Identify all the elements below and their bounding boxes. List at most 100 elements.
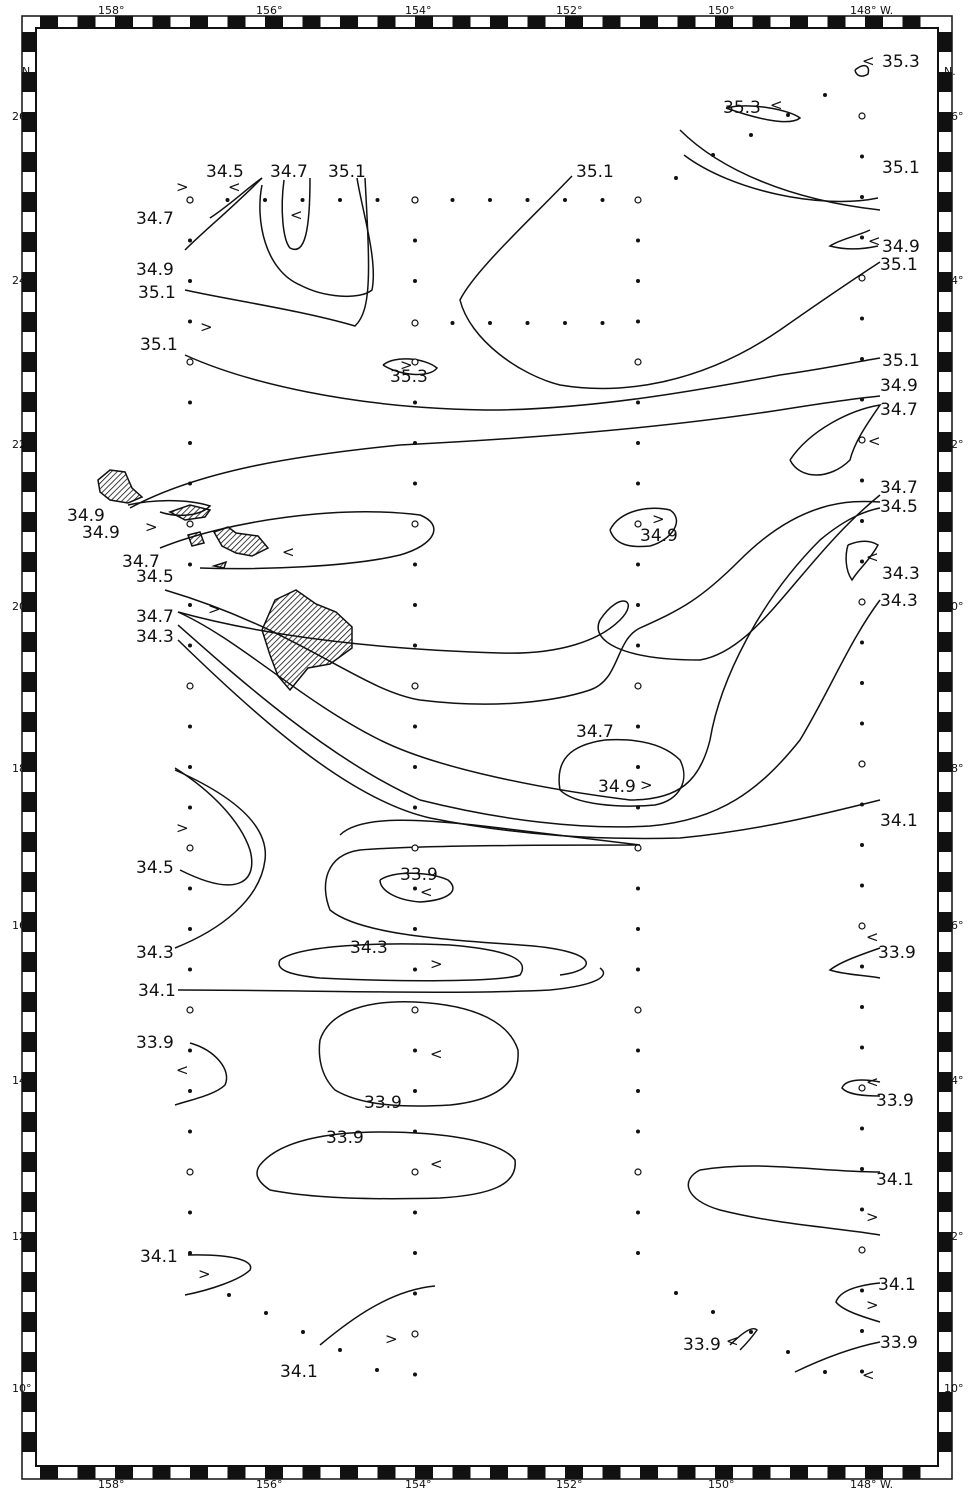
lat-tick-20-r: 20°: [944, 600, 964, 613]
gradient-symbol: <: [282, 543, 295, 561]
station-dot: [860, 397, 864, 402]
contour-label: 34.3: [136, 943, 174, 963]
station-dot: [413, 400, 417, 405]
contour-label: 35.1: [328, 162, 366, 182]
contour-label: 34.7: [880, 478, 918, 498]
frame-mark: [790, 1466, 808, 1479]
gradient-symbol: <: [176, 1061, 189, 1079]
station-dot: [525, 321, 530, 325]
contour-label: 34.1: [138, 981, 176, 1001]
station-dot: [188, 441, 192, 445]
contour-label: 34.1: [140, 1247, 178, 1267]
frame-mark: [938, 312, 952, 332]
lat-tick-12: 12°: [12, 1230, 32, 1243]
contour-label: 33.9: [136, 1033, 174, 1053]
frame-graduation-marks: [22, 16, 952, 1479]
frame-mark: [938, 1312, 952, 1332]
station-dot: [413, 441, 417, 445]
frame-mark: [938, 952, 952, 972]
station-open-circle: [186, 358, 194, 366]
frame-mark: [340, 16, 358, 28]
station-dot: [860, 843, 864, 847]
station-dot: [188, 927, 192, 931]
gradient-symbol: >: [208, 600, 221, 618]
contour-label: 34.3: [136, 627, 174, 647]
station-dot: [860, 1369, 864, 1374]
frame-mark: [602, 1466, 621, 1479]
contour-label: 35.1: [882, 351, 920, 371]
contour-label: 34.9: [67, 506, 105, 526]
frame-mark: [22, 512, 36, 532]
island-kauai: [97, 469, 144, 504]
station-dot: [413, 967, 417, 972]
station-dot: [413, 1291, 417, 1296]
station-dot: [413, 1210, 417, 1215]
frame-mark: [22, 1312, 36, 1332]
gradient-symbol: <: [862, 52, 875, 70]
frame-mark: [22, 312, 36, 332]
gradient-symbol: <: [290, 206, 303, 224]
station-open-circle: [411, 1006, 419, 1014]
station-dot: [301, 1330, 305, 1334]
lat-tick-16: 16°: [12, 919, 32, 932]
frame-mark: [302, 1466, 321, 1479]
station-dot: [413, 805, 417, 810]
frame-mark: [22, 472, 36, 492]
island-kahoolawe: [211, 560, 228, 569]
frame-mark: [22, 192, 36, 212]
station-open-circle: [186, 682, 194, 690]
contour-label: 33.9: [880, 1333, 918, 1353]
station-dot: [450, 321, 455, 325]
contour-label: 33.9: [876, 1091, 914, 1111]
station-dot: [860, 235, 864, 240]
frame-mark: [938, 752, 952, 772]
station-dot: [636, 765, 640, 769]
hawaiian-islands: [97, 469, 353, 692]
frame-mark: [902, 1466, 921, 1479]
contour-label: 34.7: [880, 400, 918, 420]
station-open-circle: [858, 598, 866, 606]
island-oahu: [168, 504, 212, 521]
station-open-circle: [858, 112, 866, 120]
frame-mark: [938, 72, 952, 92]
lat-tick-26-r: 26°: [944, 110, 964, 123]
frame-mark: [22, 32, 36, 52]
gradient-symbol: <: [228, 178, 241, 196]
frame-mark: [865, 1466, 883, 1479]
frame-mark: [22, 112, 36, 132]
station-dot: [600, 198, 605, 202]
lon-tick-150: 150°: [708, 4, 735, 17]
lat-tick-14-r: 14°: [944, 1074, 964, 1087]
lat-tick-18-r: 18°: [944, 762, 964, 775]
station-dot: [674, 1291, 678, 1295]
station-dot: [674, 176, 678, 180]
lon-tick-152: 152°: [556, 4, 583, 17]
gradient-symbol: <: [862, 1366, 875, 1384]
frame-mark: [265, 16, 283, 28]
frame-mark: [827, 16, 846, 28]
station-dot: [636, 400, 640, 405]
station-dot: [488, 321, 492, 325]
contour-label: 34.9: [880, 376, 918, 396]
frame-mark: [938, 712, 952, 732]
frame-mark: [938, 1272, 952, 1292]
station-dot: [636, 562, 640, 567]
bottom-longitude-axis: 158° 156° 154° 152° 150° 148° W.: [98, 1478, 893, 1491]
frame-mark: [527, 1466, 546, 1479]
gradient-symbol: >: [385, 1330, 398, 1348]
gradient-symbol: <: [866, 548, 879, 566]
station-dot: [600, 321, 605, 325]
frame-mark: [677, 1466, 696, 1479]
station-dot: [749, 1330, 753, 1334]
frame-mark: [22, 952, 36, 972]
lon-tick-156-b: 156°: [256, 1478, 283, 1491]
contour-label: 35.3: [390, 367, 428, 387]
contour-label: 34.3: [880, 591, 918, 611]
station-dot: [188, 319, 192, 324]
frame-mark: [22, 232, 36, 252]
station-dot: [636, 927, 640, 931]
gradient-symbol: <: [726, 1332, 739, 1350]
gradient-symbol: <: [430, 1045, 443, 1063]
frame-mark: [938, 1432, 952, 1452]
frame-mark: [938, 912, 952, 932]
